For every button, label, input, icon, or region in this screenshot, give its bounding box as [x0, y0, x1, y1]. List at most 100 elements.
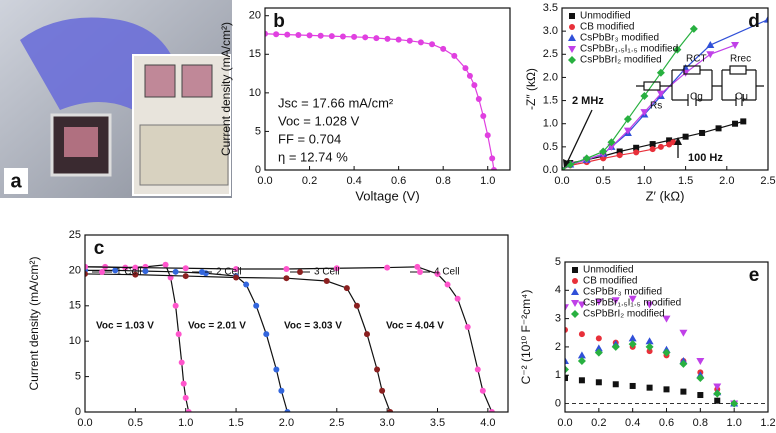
marker [180, 380, 187, 387]
inset-device [181, 64, 213, 98]
y-tick-label: 15 [249, 48, 261, 60]
y-tick-label: 0.0 [543, 164, 558, 176]
marker [454, 295, 461, 302]
marker [571, 300, 579, 307]
series-line [85, 269, 289, 412]
marker [628, 340, 637, 349]
marker [577, 351, 586, 359]
x-tick-label: 4.0 [480, 417, 495, 429]
marker [611, 297, 620, 305]
legend-label: Unmodified [580, 11, 631, 22]
resistor [729, 65, 747, 75]
marker [306, 32, 313, 39]
marker [490, 167, 497, 170]
x-tick-label: 0.2 [591, 417, 606, 429]
marker [565, 304, 569, 312]
x-tick-label: 2.0 [279, 417, 294, 429]
y-axis-label: Current density (mA/cm²) [27, 256, 41, 390]
marker [599, 147, 608, 156]
marker [568, 56, 576, 64]
marker [607, 138, 616, 147]
plot-frame [264, 7, 511, 171]
legend-label: CsPbBr₃ modified [580, 33, 659, 44]
marker [175, 331, 182, 338]
marker [479, 387, 486, 394]
annotation: Jsc = 17.66 mA/cm² [278, 95, 394, 110]
x-tick-label: 0.0 [257, 175, 272, 187]
marker [343, 285, 350, 292]
marker [384, 35, 391, 42]
x-tick-label: 1.5 [678, 175, 693, 187]
marker [364, 331, 370, 338]
marker [628, 334, 637, 342]
x-tick-label: 0.2 [302, 175, 317, 187]
marker [764, 15, 768, 23]
y-tick-label: 4 [555, 284, 561, 296]
marker [142, 268, 149, 275]
y-axis-label: -Z″ (kΩ) [524, 68, 538, 110]
y-tick-label: 0.5 [543, 141, 558, 153]
marker [656, 90, 665, 98]
marker [328, 33, 335, 40]
marker [633, 149, 640, 156]
marker [697, 392, 704, 399]
marker [666, 137, 673, 144]
marker [656, 68, 665, 77]
panel-label: e [749, 265, 760, 286]
y-tick-label: 1 [555, 369, 561, 381]
annotation: 2 MHz [572, 95, 604, 107]
marker [577, 357, 586, 366]
y-tick-label: 3 [555, 313, 561, 325]
marker [682, 133, 689, 140]
marker [611, 342, 620, 351]
y-tick-label: 5 [255, 125, 261, 137]
marker [569, 24, 575, 30]
marker [582, 154, 591, 163]
circuit [636, 69, 764, 101]
x-axis-label: Z′ (kΩ) [646, 188, 685, 203]
marker [333, 265, 340, 272]
photo-panel: a [0, 0, 232, 198]
marker [253, 302, 260, 309]
x-tick-label: 0.0 [557, 417, 572, 429]
annotation: Voc = 3.03 V [284, 321, 342, 332]
marker [696, 358, 705, 366]
marker [594, 348, 603, 357]
marker [172, 268, 179, 275]
marker [384, 264, 391, 271]
plot-area [565, 295, 739, 408]
marker [199, 269, 205, 275]
legend-label: CsPbBrI₂ modified [583, 309, 665, 320]
legend-label: CsPbBr₁.₅I₁.₅ modified [583, 298, 681, 309]
y-tick-label: 3.0 [543, 25, 558, 37]
marker [142, 263, 149, 270]
x-tick-label: 1.5 [228, 417, 243, 429]
marker [680, 388, 687, 395]
y-tick-label: 15 [69, 300, 81, 312]
marker [663, 386, 670, 393]
marker [444, 281, 451, 288]
legend-label: 4 Cell [434, 267, 460, 278]
marker [339, 33, 346, 40]
x-tick-label: 0.8 [436, 175, 451, 187]
x-axis-label: Voltage (V) [264, 430, 328, 433]
y-axis-label: C⁻² (10¹⁰ F⁻²cm⁴) [519, 290, 533, 385]
plot-frame [84, 234, 509, 413]
capacitor [687, 94, 743, 106]
y-tick-label: 5 [555, 256, 561, 268]
marker [646, 348, 653, 355]
x-tick-label: 0.4 [625, 417, 640, 429]
x-tick-label: 0.8 [693, 417, 708, 429]
marker [233, 265, 240, 272]
marker [182, 394, 189, 401]
marker [233, 274, 240, 281]
marker [182, 265, 189, 272]
x-tick-label: 0.5 [128, 417, 143, 429]
marker [569, 13, 575, 19]
y-tick-label: 25 [69, 229, 81, 241]
marker [284, 31, 291, 38]
marker [99, 269, 105, 275]
marker [132, 264, 139, 271]
marker [595, 379, 602, 386]
